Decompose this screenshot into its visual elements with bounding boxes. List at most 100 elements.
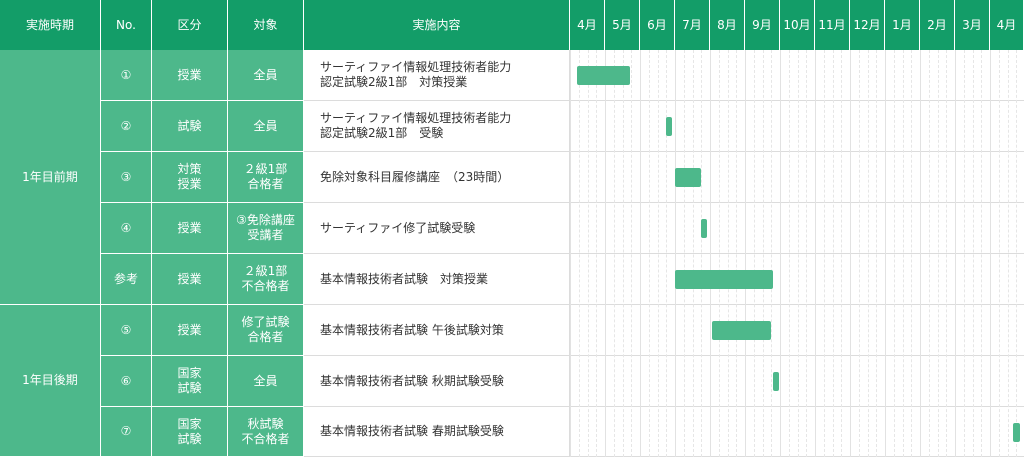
row-content: 基本情報技術者試験 春期試験受験 (304, 407, 570, 457)
grid-line (955, 50, 956, 457)
grid-line (631, 50, 633, 457)
grid-line (640, 50, 641, 457)
grid-line (596, 50, 598, 457)
month-header: 10月 (780, 0, 815, 50)
gantt-row-band (570, 356, 1024, 407)
header-period: 実施時期 (0, 0, 101, 50)
grid-line (928, 50, 930, 457)
month-header: 3月 (955, 0, 990, 50)
grid-line (946, 50, 948, 457)
gantt-row-band (570, 203, 1024, 254)
row-content: 基本情報技術者試験 対策授業 (304, 254, 570, 305)
gantt-bar (675, 270, 773, 289)
grid-line (710, 50, 711, 457)
grid-line (806, 50, 808, 457)
row-content: サーティファイ情報処理技術者能力 認定試験2級1部 受験 (304, 101, 570, 152)
grid-line (876, 50, 878, 457)
grid-line (981, 50, 983, 457)
grid-line (1016, 50, 1018, 457)
row-no: ⑦ (101, 407, 152, 457)
grid-line (998, 50, 1000, 457)
grid-line (736, 50, 738, 457)
grid-line (797, 50, 799, 457)
gantt-bar (1012, 423, 1020, 442)
grid-line (867, 50, 869, 457)
gantt-row-band (570, 254, 1024, 305)
row-target: 全員 (228, 356, 304, 407)
grid-line (885, 50, 886, 457)
header-category: 区分 (152, 0, 228, 50)
grid-line (771, 50, 773, 457)
month-header: 4月 (570, 0, 605, 50)
row-category: 国家 試験 (152, 407, 228, 457)
row-no: 参考 (101, 254, 152, 305)
gantt-bar (577, 66, 630, 85)
gantt-row-band (570, 101, 1024, 152)
month-header: 9月 (745, 0, 780, 50)
period-group-first-half: 1年目前期 (0, 50, 101, 305)
month-header: 6月 (640, 0, 675, 50)
row-no: ⑥ (101, 356, 152, 407)
month-header: 8月 (710, 0, 745, 50)
row-category: 授業 (152, 254, 228, 305)
grid-line (648, 50, 650, 457)
month-header: 2月 (920, 0, 955, 50)
grid-line (815, 50, 816, 457)
row-target: 修了試験 合格者 (228, 305, 304, 356)
grid-line (745, 50, 746, 457)
row-no: ⑤ (101, 305, 152, 356)
grid-line (587, 50, 589, 457)
grid-line (990, 50, 991, 457)
grid-line (972, 50, 974, 457)
grid-line (841, 50, 843, 457)
month-header: 11月 (815, 0, 850, 50)
row-target: 秋試験 不合格者 (228, 407, 304, 457)
grid-line (578, 50, 580, 457)
grid-line (622, 50, 624, 457)
row-target: ２級1部 不合格者 (228, 254, 304, 305)
grid-line (788, 50, 790, 457)
month-header: 12月 (850, 0, 885, 50)
gantt-bar (711, 321, 772, 340)
row-target: 全員 (228, 101, 304, 152)
row-target: 全員 (228, 50, 304, 101)
period-group-second-half: 1年目後期 (0, 305, 101, 457)
grid-line (613, 50, 615, 457)
row-category: 授業 (152, 50, 228, 101)
row-content: 基本情報技術者試験 秋期試験受験 (304, 356, 570, 407)
month-header: 7月 (675, 0, 710, 50)
grid-line (570, 50, 571, 457)
gantt-bar (701, 219, 708, 238)
grid-line (605, 50, 606, 457)
grid-line (727, 50, 729, 457)
grid-line (780, 50, 781, 457)
month-header: 5月 (605, 0, 640, 50)
row-no: ③ (101, 152, 152, 203)
grid-line (683, 50, 685, 457)
row-content: サーティファイ修了試験受験 (304, 203, 570, 254)
row-target: ２級1部 合格者 (228, 152, 304, 203)
grid-line (902, 50, 904, 457)
row-category: 授業 (152, 305, 228, 356)
grid-line (911, 50, 913, 457)
gantt-bar (666, 117, 673, 136)
grid-line (701, 50, 703, 457)
grid-line (963, 50, 965, 457)
gantt-bar (675, 168, 702, 187)
gantt-row-band (570, 50, 1024, 101)
row-no: ② (101, 101, 152, 152)
grid-line (753, 50, 755, 457)
row-content: 基本情報技術者試験 午後試験対策 (304, 305, 570, 356)
row-target: ③免除講座 受講者 (228, 203, 304, 254)
grid-line (718, 50, 720, 457)
gantt-row-band (570, 152, 1024, 203)
row-category: 試験 (152, 101, 228, 152)
grid-line (920, 50, 921, 457)
month-header: 1月 (885, 0, 920, 50)
row-content: サーティファイ情報処理技術者能力 認定試験2級1部 対策授業 (304, 50, 570, 101)
grid-line (675, 50, 676, 457)
grid-line (893, 50, 895, 457)
grid-line (823, 50, 825, 457)
gantt-row-band (570, 305, 1024, 356)
